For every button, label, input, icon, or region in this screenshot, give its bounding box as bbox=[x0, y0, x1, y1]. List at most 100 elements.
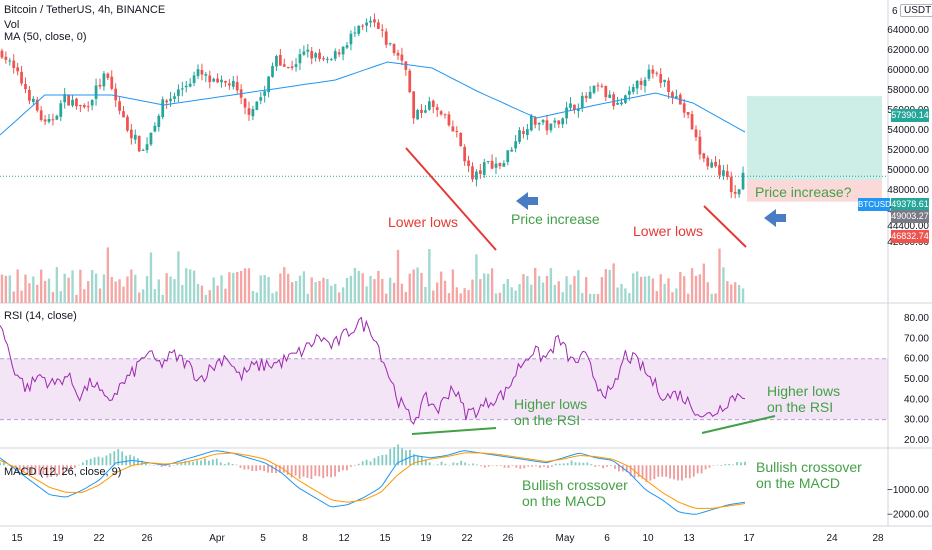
volume-bar bbox=[28, 283, 31, 303]
macd-histogram-bar bbox=[614, 465, 616, 469]
volume-bar bbox=[534, 267, 537, 303]
candle-body bbox=[620, 102, 623, 105]
candle-body bbox=[200, 70, 204, 75]
vol-legend[interactable]: Vol bbox=[4, 19, 20, 31]
symbol-title[interactable]: Bitcoin / TetherUS, 4h, BINANCE bbox=[4, 4, 166, 16]
candle-body bbox=[529, 115, 533, 131]
candle-body bbox=[408, 70, 412, 93]
volume-bar bbox=[635, 271, 639, 303]
candle-body bbox=[576, 108, 580, 111]
ma-legend[interactable]: MA (50, close, 0) bbox=[4, 31, 87, 43]
volume-bar bbox=[420, 272, 423, 303]
macd-histogram-bar bbox=[93, 457, 96, 466]
currency-button[interactable]: USDT bbox=[900, 4, 932, 17]
rsi-higher-lows-line-1 bbox=[411, 427, 497, 435]
volume-bar bbox=[581, 293, 584, 303]
volume-bar bbox=[741, 288, 745, 303]
macd-histogram-bar bbox=[515, 465, 518, 468]
candle-body bbox=[373, 19, 376, 23]
symbol-tag: BTCUSDT bbox=[858, 198, 896, 211]
candle-body bbox=[43, 119, 47, 122]
volume-bar bbox=[212, 277, 215, 303]
volume-bar bbox=[541, 282, 545, 303]
volume-bar bbox=[624, 288, 627, 303]
macd-histogram-bar bbox=[625, 465, 628, 473]
macd-legend[interactable]: MACD (12, 26, close, 9) bbox=[4, 466, 122, 478]
macd-histogram-bar bbox=[610, 465, 612, 467]
candle-body bbox=[537, 122, 541, 125]
candle-body bbox=[28, 89, 31, 101]
macd-histogram-bar bbox=[688, 465, 691, 479]
macd-histogram-bar bbox=[342, 465, 344, 471]
candle-body bbox=[377, 22, 380, 29]
volume-bar bbox=[361, 273, 364, 303]
volume-bar bbox=[404, 291, 408, 303]
candle-body bbox=[573, 104, 576, 110]
bullish-crossover-label-2: Bullish crossover on the MACD bbox=[756, 459, 862, 491]
volume-bar bbox=[114, 281, 117, 303]
volume-bar bbox=[87, 281, 90, 303]
macd-histogram-bar bbox=[200, 460, 202, 466]
candle-body bbox=[102, 73, 106, 87]
candle-body bbox=[439, 111, 443, 115]
volume-bar bbox=[326, 278, 329, 303]
macd-histogram-bar bbox=[298, 465, 301, 479]
volume-bar bbox=[71, 270, 74, 303]
macd-histogram-bar bbox=[653, 465, 656, 480]
candle-body bbox=[455, 130, 459, 132]
candle-body bbox=[224, 80, 227, 83]
candle-body bbox=[196, 69, 200, 77]
volume-bar bbox=[620, 283, 623, 303]
macd-histogram-bar bbox=[345, 465, 348, 471]
macd-histogram-bar bbox=[586, 462, 589, 466]
volume-bar bbox=[726, 281, 729, 303]
bullish-1-line1: Bullish crossover bbox=[522, 477, 628, 493]
macd-histogram-bar bbox=[361, 461, 364, 466]
macd-histogram-bar bbox=[219, 462, 222, 466]
candle-body bbox=[341, 46, 345, 55]
time-tick-label: Apr bbox=[209, 533, 225, 544]
volume-bar bbox=[479, 279, 482, 303]
macd-histogram-bar bbox=[444, 463, 447, 466]
macd-histogram-bar bbox=[286, 465, 289, 475]
volume-bar bbox=[730, 284, 733, 303]
rsi-legend[interactable]: RSI (14, close) bbox=[4, 310, 77, 322]
time-tick-label: 26 bbox=[141, 533, 153, 544]
candle-body bbox=[90, 100, 94, 106]
volume-bar bbox=[236, 271, 239, 303]
rsi-band bbox=[0, 358, 888, 420]
candle-body bbox=[506, 150, 510, 163]
macd-histogram-bar bbox=[117, 449, 120, 466]
rsi-higher-lows-line-2 bbox=[701, 415, 776, 434]
candle-body bbox=[59, 103, 63, 117]
candle-body bbox=[145, 144, 149, 151]
candle-body bbox=[302, 51, 306, 55]
volume-bar bbox=[400, 283, 404, 303]
candle-body bbox=[12, 60, 16, 68]
candle-body bbox=[549, 123, 553, 131]
volume-bar bbox=[39, 269, 43, 303]
volume-bar bbox=[734, 282, 737, 303]
macd-histogram-bar bbox=[570, 460, 573, 466]
candle-body bbox=[694, 129, 698, 138]
candle-body bbox=[243, 98, 247, 108]
time-tick-label: 19 bbox=[420, 533, 432, 544]
candle-body bbox=[604, 86, 608, 98]
candle-body bbox=[63, 94, 67, 103]
candle-body bbox=[514, 141, 517, 149]
candle-body bbox=[443, 114, 447, 116]
volume-bar bbox=[561, 292, 564, 303]
stop-price-tag: 46832.74 bbox=[891, 230, 929, 243]
volume-bar bbox=[357, 271, 360, 303]
rsi-pane bbox=[0, 316, 746, 425]
macd-histogram-bar bbox=[389, 448, 392, 466]
candle-body bbox=[267, 76, 270, 93]
volume-bar bbox=[471, 279, 474, 303]
higher-lows-1-line2: on the RSI bbox=[514, 412, 581, 428]
volume-bar bbox=[12, 291, 15, 303]
macd-histogram-bar bbox=[231, 463, 234, 466]
volume-bar bbox=[553, 284, 557, 303]
volume-bar bbox=[149, 252, 153, 303]
candle-body bbox=[396, 52, 400, 56]
volume-bar bbox=[337, 292, 341, 303]
